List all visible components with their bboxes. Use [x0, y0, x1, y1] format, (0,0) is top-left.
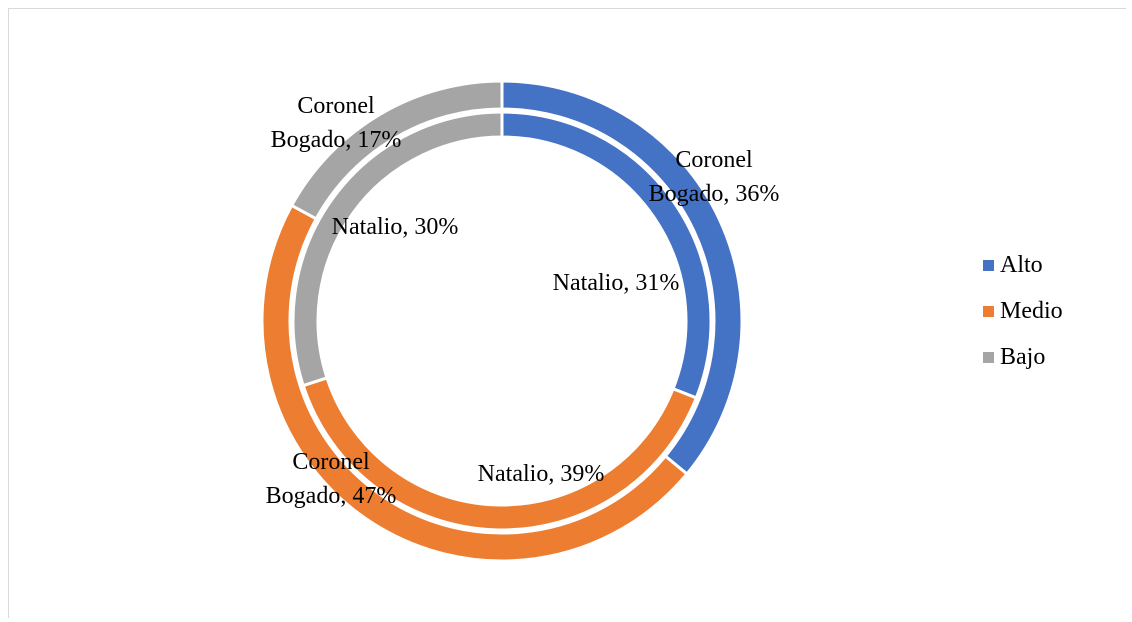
data-label-natalio-bajo: Natalio, 30% — [332, 214, 459, 240]
legend-label-bajo: Bajo — [1000, 343, 1046, 370]
data-label-line: Natalio, 31% — [553, 270, 680, 296]
data-label-line: Natalio, 30% — [332, 214, 459, 240]
data-label-line: Bogado, 17% — [271, 127, 402, 153]
data-label-line: Coronel — [297, 93, 375, 119]
legend-item-alto: Alto — [983, 242, 1063, 288]
legend-label-medio: Medio — [1000, 297, 1063, 324]
data-label-line: Natalio, 39% — [478, 461, 605, 487]
data-label-line: Bogado, 36% — [649, 181, 780, 207]
legend-swatch-alto — [983, 259, 994, 271]
legend-item-bajo: Bajo — [983, 334, 1063, 380]
data-label-coronel-bogado-bajo: Coronel Bogado, 17% — [271, 93, 402, 153]
legend-swatch-bajo — [983, 351, 994, 363]
slice-coronel-bogado-bajo — [289, 79, 504, 221]
data-label-natalio-medio: Natalio, 39% — [478, 461, 605, 487]
data-label-coronel-bogado-alto: Coronel Bogado, 36% — [649, 147, 780, 207]
data-label-line: Coronel — [675, 147, 753, 173]
legend-swatch-medio — [983, 305, 994, 317]
slice-natalio-bajo — [291, 110, 504, 388]
legend-label-alto: Alto — [1000, 251, 1043, 278]
data-label-line: Bogado, 47% — [266, 483, 397, 509]
data-label-coronel-bogado-medio: Coronel Bogado, 47% — [266, 449, 397, 509]
legend: Alto Medio Bajo — [983, 242, 1063, 380]
legend-item-medio: Medio — [983, 288, 1063, 334]
data-label-natalio-alto: Natalio, 31% — [553, 270, 680, 296]
data-label-line: Coronel — [292, 449, 370, 475]
